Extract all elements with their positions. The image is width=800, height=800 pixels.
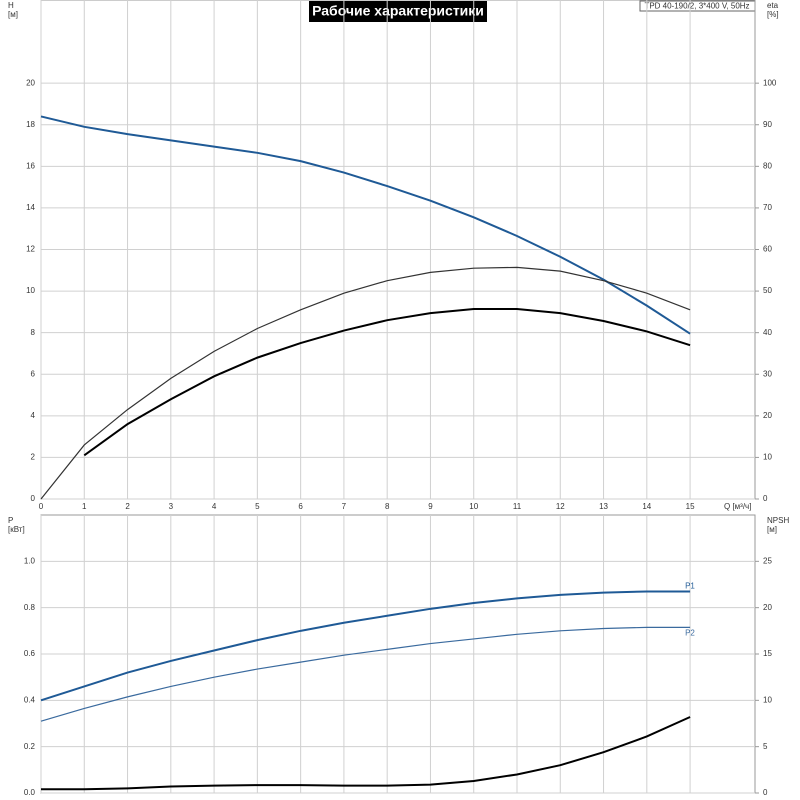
series-line bbox=[40, 590, 691, 702]
y2-axis-unit: [м] bbox=[767, 525, 777, 534]
x-tick-label: 2 bbox=[125, 502, 130, 511]
subtitle: TPD 40-190/2, 3*400 V, 50Hz bbox=[644, 2, 749, 11]
x-tick-label: 11 bbox=[513, 502, 522, 511]
y2-tick-label: 15 bbox=[763, 649, 772, 658]
y-axis-label: P bbox=[8, 516, 13, 525]
x-tick-label: 8 bbox=[385, 502, 390, 511]
x-tick-label: 10 bbox=[469, 502, 478, 511]
x-tick-label: 15 bbox=[686, 502, 695, 511]
y-tick-label: 18 bbox=[26, 120, 35, 129]
y-tick-label: 8 bbox=[31, 328, 36, 337]
y2-tick-label: 50 bbox=[763, 286, 772, 295]
y2-axis-label: NPSH bbox=[767, 516, 789, 525]
x-tick-label: 9 bbox=[428, 502, 433, 511]
y-tick-label: 0.6 bbox=[24, 649, 36, 658]
y2-tick-label: 30 bbox=[763, 369, 772, 378]
x-tick-label: 6 bbox=[298, 502, 303, 511]
y-tick-label: 0 bbox=[31, 494, 36, 503]
series-label: P2 bbox=[685, 628, 695, 637]
y-tick-label: 0.2 bbox=[24, 742, 36, 751]
x-tick-label: 14 bbox=[642, 502, 651, 511]
x-axis-label: Q [м³/ч] bbox=[724, 502, 751, 511]
y-tick-label: 1.0 bbox=[24, 556, 36, 565]
y-tick-label: 2 bbox=[31, 453, 36, 462]
chart-title: Рабочие характеристики bbox=[312, 3, 484, 19]
y2-tick-label: 40 bbox=[763, 328, 772, 337]
x-tick-label: 12 bbox=[556, 502, 565, 511]
y2-axis-label: eta bbox=[767, 1, 779, 10]
x-tick-label: 7 bbox=[342, 502, 347, 511]
x-tick-label: 0 bbox=[39, 502, 44, 511]
y2-tick-label: 70 bbox=[763, 203, 772, 212]
y-tick-label: 14 bbox=[26, 203, 35, 212]
y2-tick-label: 90 bbox=[763, 120, 772, 129]
y2-tick-label: 0 bbox=[763, 788, 768, 797]
series-line bbox=[83, 307, 691, 457]
y2-tick-label: 80 bbox=[763, 161, 772, 170]
y-tick-label: 0.4 bbox=[24, 695, 36, 704]
y-axis-label: H bbox=[8, 1, 14, 10]
y-tick-label: 20 bbox=[26, 78, 35, 87]
y-tick-label: 10 bbox=[26, 286, 35, 295]
title-box bbox=[309, 1, 487, 22]
y2-tick-label: 5 bbox=[763, 742, 768, 751]
y2-tick-label: 25 bbox=[763, 556, 772, 565]
x-tick-label: 3 bbox=[169, 502, 174, 511]
y2-tick-label: 20 bbox=[763, 603, 772, 612]
y2-tick-label: 20 bbox=[763, 411, 772, 420]
x-tick-label: 4 bbox=[212, 502, 217, 511]
series-line bbox=[40, 115, 691, 335]
y-tick-label: 0.0 bbox=[24, 788, 36, 797]
y-axis-unit: [кВт] bbox=[8, 525, 25, 534]
y-tick-label: 4 bbox=[31, 411, 36, 420]
x-tick-label: 13 bbox=[599, 502, 608, 511]
x-tick-label: 1 bbox=[82, 502, 87, 511]
y-tick-label: 16 bbox=[26, 161, 35, 170]
y2-tick-label: 60 bbox=[763, 245, 772, 254]
series-label: P1 bbox=[685, 582, 695, 591]
y2-tick-label: 10 bbox=[763, 695, 772, 704]
y2-axis-unit: [%] bbox=[767, 10, 779, 19]
series-line bbox=[41, 716, 691, 791]
series-line bbox=[40, 626, 691, 722]
x-tick-label: 5 bbox=[255, 502, 260, 511]
y2-tick-label: 100 bbox=[763, 78, 777, 87]
y2-tick-label: 0 bbox=[763, 494, 768, 503]
y-axis-unit: [м] bbox=[8, 10, 18, 19]
y-tick-label: 12 bbox=[26, 245, 35, 254]
y-tick-label: 6 bbox=[31, 369, 36, 378]
series-line bbox=[40, 266, 691, 500]
y-tick-label: 0.8 bbox=[24, 603, 36, 612]
y2-tick-label: 10 bbox=[763, 453, 772, 462]
